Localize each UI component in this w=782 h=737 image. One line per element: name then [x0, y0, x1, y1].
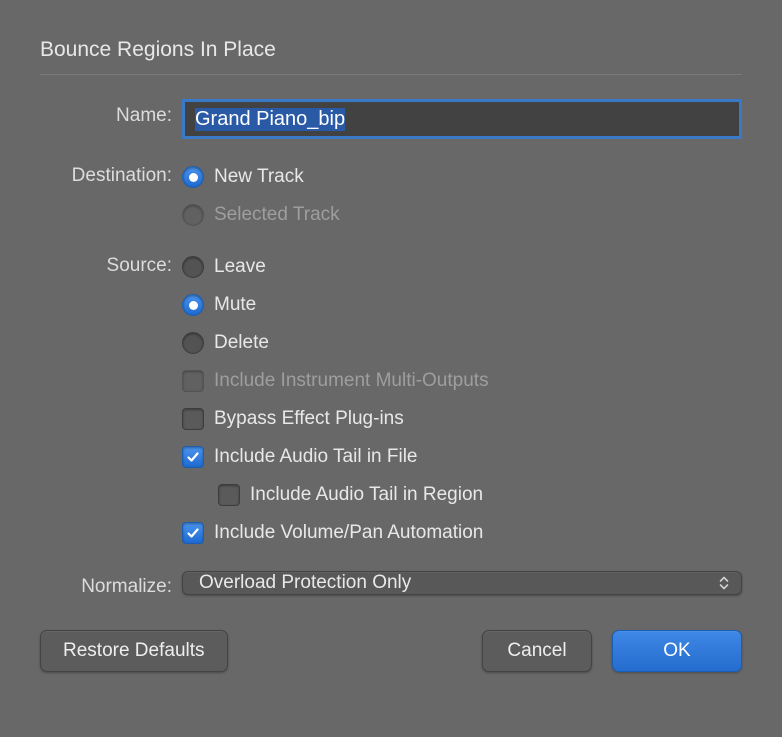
radio-icon [182, 332, 204, 354]
option-label: Include Instrument Multi-Outputs [214, 370, 489, 392]
tail-region-option[interactable]: Include Audio Tail in Region [182, 477, 742, 513]
destination-label: Destination: [40, 159, 182, 187]
name-label: Name: [40, 99, 182, 127]
radio-icon [182, 204, 204, 226]
radio-icon [182, 166, 204, 188]
checkbox-icon [182, 446, 204, 468]
bypass-fx-option[interactable]: Bypass Effect Plug-ins [182, 401, 742, 437]
select-value: Overload Protection Only [199, 572, 411, 594]
checkbox-icon [218, 484, 240, 506]
destination-selected-track-option: Selected Track [182, 197, 742, 233]
option-label: Leave [214, 256, 266, 278]
source-delete-option[interactable]: Delete [182, 325, 742, 361]
cancel-button[interactable]: Cancel [482, 630, 592, 672]
source-leave-option[interactable]: Leave [182, 249, 742, 285]
checkbox-icon [182, 370, 204, 392]
divider [40, 74, 742, 75]
button-bar: Restore Defaults Cancel OK [40, 630, 742, 672]
option-label: Include Audio Tail in Region [250, 484, 483, 506]
source-row: Source: Leave Mute Delete Include Instru… [40, 249, 742, 551]
checkbox-icon [182, 408, 204, 430]
destination-row: Destination: New Track Selected Track [40, 159, 742, 233]
normalize-label: Normalize: [40, 567, 182, 598]
checkbox-icon [182, 522, 204, 544]
source-mute-option[interactable]: Mute [182, 287, 742, 323]
option-label: Include Volume/Pan Automation [214, 522, 483, 544]
dialog-title: Bounce Regions In Place [40, 38, 742, 62]
name-row: Name: [40, 99, 742, 139]
ok-button[interactable]: OK [612, 630, 742, 672]
radio-icon [182, 256, 204, 278]
normalize-select[interactable]: Overload Protection Only [182, 571, 742, 595]
option-label: New Track [214, 166, 304, 188]
option-label: Bypass Effect Plug-ins [214, 408, 404, 430]
option-label: Selected Track [214, 204, 340, 226]
option-label: Mute [214, 294, 256, 316]
option-label: Include Audio Tail in File [214, 446, 418, 468]
restore-defaults-button[interactable]: Restore Defaults [40, 630, 228, 672]
option-label: Delete [214, 332, 269, 354]
include-multi-outputs-option: Include Instrument Multi-Outputs [182, 363, 742, 399]
name-input[interactable] [182, 99, 742, 139]
chevron-up-down-icon [719, 576, 729, 590]
tail-file-option[interactable]: Include Audio Tail in File [182, 439, 742, 475]
source-label: Source: [40, 249, 182, 277]
vol-pan-option[interactable]: Include Volume/Pan Automation [182, 515, 742, 551]
destination-new-track-option[interactable]: New Track [182, 159, 742, 195]
radio-icon [182, 294, 204, 316]
normalize-row: Normalize: Overload Protection Only [40, 567, 742, 598]
